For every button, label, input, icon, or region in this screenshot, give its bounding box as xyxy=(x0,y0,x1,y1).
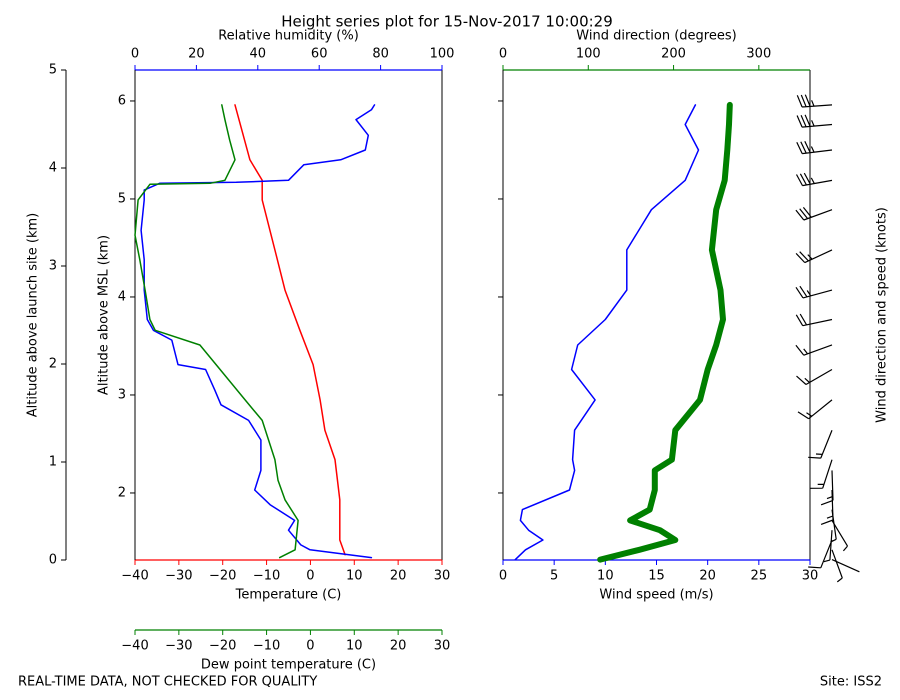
tick-label: 60 xyxy=(311,47,328,62)
tick-label: −20 xyxy=(209,569,236,584)
tick-label: 20 xyxy=(699,569,716,584)
tick-label: 5 xyxy=(118,191,126,206)
tick-label: 10 xyxy=(597,569,614,584)
wind-barb xyxy=(808,539,833,569)
tick-label: 30 xyxy=(802,569,819,584)
series-line xyxy=(597,101,733,563)
wind-barb xyxy=(820,490,834,525)
tick-label: 2 xyxy=(118,485,126,500)
tick-label: −30 xyxy=(165,569,192,584)
tick-label: 0 xyxy=(131,47,139,62)
axis-label: Altitude above MSL (km) xyxy=(97,235,112,395)
tick-label: 6 xyxy=(118,93,126,108)
tick-label: 10 xyxy=(346,569,363,584)
wind-barb xyxy=(808,430,833,459)
footer-right: Site: ISS2 xyxy=(820,675,882,690)
wind-barb xyxy=(795,249,833,264)
wind-barb xyxy=(795,285,833,299)
tick-label: 1 xyxy=(49,455,57,470)
wind-barb xyxy=(823,530,833,563)
tick-label: 0 xyxy=(499,47,507,62)
axis-label: Altitude above launch site (km) xyxy=(26,213,41,417)
tick-label: 30 xyxy=(434,569,451,584)
wind-barb xyxy=(796,94,833,108)
tick-label: 30 xyxy=(434,639,451,654)
axis-label: Temperature (C) xyxy=(235,588,342,603)
wind-barb xyxy=(795,207,833,221)
tick-label: −30 xyxy=(165,639,192,654)
tick-label: 5 xyxy=(49,63,57,78)
tick-label: −20 xyxy=(209,639,236,654)
tick-label: 25 xyxy=(751,569,768,584)
series-line xyxy=(134,104,299,559)
wind-barb xyxy=(796,368,833,386)
tick-label: −40 xyxy=(121,639,148,654)
wind-barb xyxy=(796,140,833,155)
tick-label: 0 xyxy=(49,553,57,568)
series-line xyxy=(514,104,700,561)
series-line xyxy=(234,104,346,556)
tick-label: 0 xyxy=(306,639,314,654)
axis-label: Wind direction (degrees) xyxy=(576,29,736,44)
tick-label: 200 xyxy=(661,47,686,62)
wind-barb xyxy=(795,344,833,356)
tick-label: 20 xyxy=(390,639,407,654)
tick-label: 20 xyxy=(390,569,407,584)
tick-label: 100 xyxy=(576,47,601,62)
tick-label: 0 xyxy=(306,569,314,584)
wind-barb xyxy=(796,114,833,128)
tick-label: 100 xyxy=(430,47,455,62)
axis-label: Wind speed (m/s) xyxy=(599,588,713,603)
tick-label: 5 xyxy=(550,569,558,584)
title: Height series plot for 15-Nov-2017 10:00… xyxy=(281,13,613,31)
wind-barb xyxy=(831,549,843,583)
tick-label: −10 xyxy=(253,569,280,584)
tick-label: 3 xyxy=(118,387,126,402)
wind-barb xyxy=(810,459,833,489)
axis-label: Relative humidity (%) xyxy=(218,29,359,44)
tick-label: 4 xyxy=(49,161,57,176)
axis-label: Wind direction and speed (knots) xyxy=(875,207,890,423)
tick-label: 10 xyxy=(346,639,363,654)
wind-barb xyxy=(820,470,834,506)
tick-label: 40 xyxy=(250,47,267,62)
tick-label: 4 xyxy=(118,289,126,304)
wind-barb xyxy=(795,313,833,327)
tick-label: 3 xyxy=(49,259,57,274)
tick-label: −10 xyxy=(253,639,280,654)
tick-label: 300 xyxy=(746,47,771,62)
footer-left: REAL-TIME DATA, NOT CHECKED FOR QUALITY xyxy=(18,675,317,690)
series-line xyxy=(140,104,376,559)
tick-label: 80 xyxy=(372,47,389,62)
wind-barb xyxy=(795,172,833,187)
tick-label: 2 xyxy=(49,357,57,372)
tick-label: 20 xyxy=(188,47,205,62)
axis-label: Dew point temperature (C) xyxy=(201,658,376,673)
tick-label: 15 xyxy=(648,569,665,584)
tick-label: −40 xyxy=(121,569,148,584)
wind-barb xyxy=(797,399,833,420)
tick-label: 0 xyxy=(499,569,507,584)
